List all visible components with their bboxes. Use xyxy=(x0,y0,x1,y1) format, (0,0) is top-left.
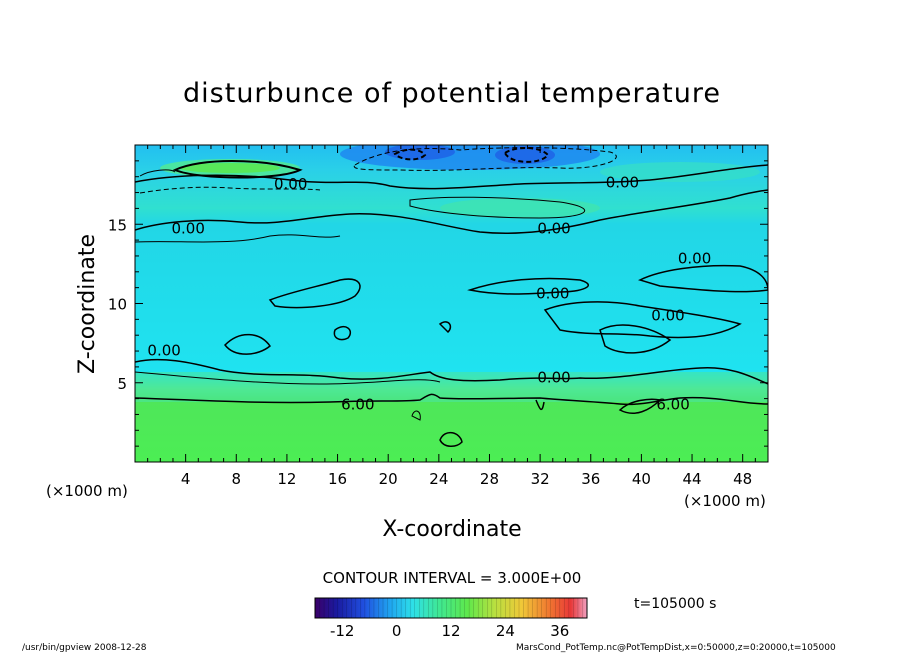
colorbar-tick-label: -12 xyxy=(330,622,355,640)
contour-label: 0.00 xyxy=(537,368,570,386)
colorbar-ticks: -12 0 12 24 36 xyxy=(330,622,569,640)
colorbar-tick-label: 12 xyxy=(441,622,460,640)
x-tick-label: 28 xyxy=(480,470,499,488)
x-axis-label: X-coordinate xyxy=(382,517,521,542)
time-label: t=105000 s xyxy=(634,596,716,612)
x-tick-label: 48 xyxy=(733,470,752,488)
y-axis-label: Z-coordinate xyxy=(75,234,100,374)
x-axis: 4 8 12 16 20 24 28 32 36 40 44 48 xyxy=(147,145,756,488)
contour-interval-label: CONTOUR INTERVAL = 3.000E+00 xyxy=(323,569,582,587)
y-tick-label: 10 xyxy=(108,296,127,314)
chart-title: disturbunce of potential temperature xyxy=(183,78,721,109)
contour-label: 0.00 xyxy=(606,173,639,191)
x-tick-label: 36 xyxy=(581,470,600,488)
x-tick-label: 12 xyxy=(277,470,296,488)
colorbar-tick-label: 0 xyxy=(392,622,402,640)
contour-label: 6.00 xyxy=(656,395,689,413)
y-tick-label: 5 xyxy=(117,375,127,393)
x-tick-label: 24 xyxy=(429,470,448,488)
heatmap-field xyxy=(135,145,768,462)
x-tick-label: 44 xyxy=(682,470,701,488)
contour-label: 0.00 xyxy=(536,284,569,302)
contour-label: 0.00 xyxy=(678,250,711,268)
colorbar xyxy=(314,597,588,619)
contour-label: 0.00 xyxy=(537,219,570,237)
y-axis: 5 10 15 xyxy=(108,160,768,447)
x-tick-label: 4 xyxy=(181,470,191,488)
colorbar-tick-label: 24 xyxy=(496,622,515,640)
x-tick-label: 8 xyxy=(232,470,242,488)
x-tick-label: 16 xyxy=(328,470,347,488)
contour-label-group: 0.00 0.00 0.00 0.00 0.00 0.00 0.00 0.00 0.00 6.00… xyxy=(147,173,711,413)
y-tick-label: 15 xyxy=(108,216,127,234)
contour-lines xyxy=(135,147,768,447)
colorbar-tick-label: 36 xyxy=(550,622,569,640)
y-unit-label: (×1000 m) xyxy=(46,482,128,500)
contour-label: 0.00 xyxy=(651,307,684,325)
x-unit-label: (×1000 m) xyxy=(684,492,766,510)
x-tick-label: 40 xyxy=(632,470,651,488)
x-tick-label: 20 xyxy=(379,470,398,488)
footer-left: /usr/bin/gpview 2008-12-28 xyxy=(22,643,147,653)
footer-right: MarsCond_PotTemp.nc@PotTempDist,x=0:5000… xyxy=(516,643,836,653)
contour-label: 0.00 xyxy=(171,219,204,237)
contour-label: 6.00 xyxy=(341,395,374,413)
x-tick-label: 32 xyxy=(531,470,550,488)
contour-label: 0.00 xyxy=(274,175,307,193)
contour-label: 0.00 xyxy=(147,341,180,359)
